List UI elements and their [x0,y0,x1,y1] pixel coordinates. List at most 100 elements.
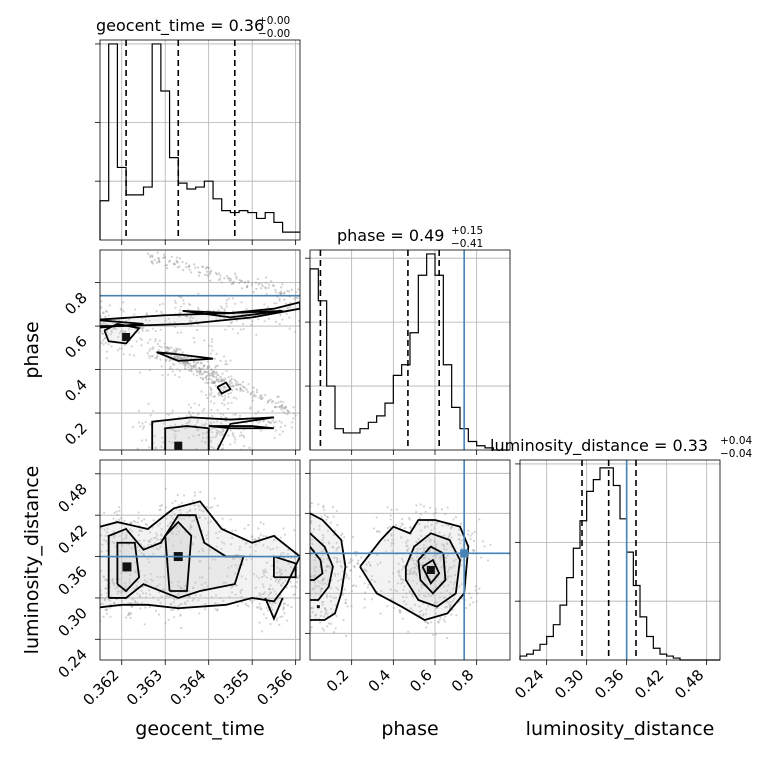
sample-point [264,423,268,427]
sample-point [376,553,379,557]
sample-point [420,564,423,567]
sample-point [139,337,142,340]
sample-point [346,574,349,577]
sample-point [204,393,208,397]
sample-point [200,509,203,512]
sample-point [209,269,213,273]
sample-point [198,516,201,519]
sample-point [406,544,409,547]
sample-point [102,575,105,579]
sample-point [319,556,323,559]
sample-point [106,527,109,530]
sample-point [188,595,191,598]
sample-point [415,574,418,577]
sample-point [424,510,427,514]
sample-point [127,328,131,331]
sample-point [94,606,96,608]
sample-point [135,340,138,343]
sample-point [216,373,219,376]
sample-point [179,614,182,617]
sample-point [188,410,191,413]
sample-point [209,352,213,355]
x-tick-label: 0.362 [79,666,122,709]
sample-point [192,316,195,320]
sample-point [423,557,426,560]
sample-point [321,539,324,542]
sample-point [290,585,293,588]
sample-point [90,318,92,320]
sample-point [101,602,104,606]
sample-point [92,345,94,347]
sample-point [257,421,261,424]
sample-point [445,557,448,560]
sample-point [221,443,224,446]
sample-point [77,328,79,330]
sample-point [91,549,93,551]
sample-point [241,287,244,290]
sample-point [127,602,130,605]
sample-point [384,550,388,553]
sample-point [201,436,205,439]
sample-point [87,334,89,336]
sample-point [225,416,228,419]
sample-point [105,578,108,581]
sample-point [263,570,266,573]
sample-point [109,333,112,336]
sample-point [341,593,345,596]
sample-point [398,611,402,614]
sample-point [325,515,329,518]
sample-point [339,564,343,568]
sample-point [210,440,213,444]
sample-point [229,543,232,546]
sample-point [336,524,339,527]
sample-point [178,530,181,533]
sample-point [195,374,199,377]
sample-point [320,550,323,553]
sample-point [160,533,163,536]
sample-point [88,522,90,524]
sample-point [310,519,313,523]
sample-point [262,544,265,547]
sample-point [149,572,152,576]
sample-point [398,569,401,572]
sample-point [157,257,160,260]
sample-point [178,591,181,594]
sample-point [193,402,196,405]
sample-point [223,386,226,389]
sample-point [190,356,193,360]
panel-content [88,487,300,633]
sample-point [390,598,393,601]
sample-point [334,627,337,630]
sample-point [321,577,325,581]
sample-point [199,559,202,562]
sample-point [173,363,176,366]
sample-point [225,299,228,302]
sample-point [193,263,196,266]
sample-point [428,594,431,597]
sample-point [205,534,208,537]
sample-point [375,530,379,533]
sample-point [147,354,150,357]
sample-point [217,380,220,383]
sample-point [188,412,191,415]
sample-point [279,615,282,618]
sample-point [293,298,296,301]
sample-point [278,570,281,573]
sample-point [473,549,476,552]
sample-point [467,529,470,532]
sample-point [111,578,114,581]
sample-point [201,432,205,435]
sample-point [205,270,208,273]
sample-point [295,586,298,589]
sample-point [216,536,219,540]
sample-point [179,369,182,372]
sample-point [111,578,114,581]
sample-point [95,583,97,585]
sample-point [231,585,234,588]
sample-point [450,613,453,616]
sample-point [469,534,472,537]
sample-point [423,556,427,559]
sample-point [353,566,356,569]
sample-point [306,288,308,290]
sample-point [285,312,288,315]
